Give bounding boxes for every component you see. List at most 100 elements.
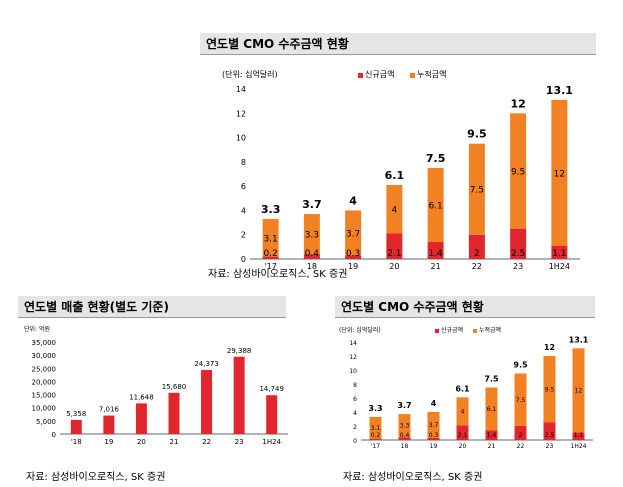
bar-cumulative-amount xyxy=(551,99,568,246)
bar-cumulative-amount xyxy=(427,412,440,438)
legend-swatch xyxy=(435,329,439,333)
bar-new-amount xyxy=(398,437,411,440)
bar-new-label: 0.3 xyxy=(346,249,360,259)
y-tick-label: 0 xyxy=(241,255,246,264)
x-tick-label: 18 xyxy=(401,443,409,450)
right-chart-source: 자료: 삼성바이오로직스, SK 증권 xyxy=(343,472,483,483)
bar-new-label: 2 xyxy=(474,249,480,259)
bar-total-label: 9.5 xyxy=(467,128,487,141)
bar-cumulative-label: 6.1 xyxy=(487,406,497,413)
x-tick-label: '17 xyxy=(371,443,380,450)
bar-new-amount xyxy=(303,254,320,259)
bar-cumulative-amount xyxy=(456,397,469,426)
bar-cumulative-amount xyxy=(427,167,444,242)
y-tick-label: 6 xyxy=(241,182,246,191)
bar-revenue xyxy=(103,415,115,434)
x-tick-label: 23 xyxy=(513,262,523,271)
bar-value-label: 24,373 xyxy=(194,360,219,368)
x-tick-label: 20 xyxy=(137,438,146,446)
y-tick-label: 8 xyxy=(353,382,357,389)
bar-total-label: 6.1 xyxy=(455,384,470,393)
legend-swatch xyxy=(358,73,363,78)
right-chart-title: 연도별 CMO 수주금액 현황 xyxy=(335,296,595,318)
x-tick-label: 19 xyxy=(104,438,113,446)
bar-cumulative-amount xyxy=(303,214,320,255)
bar-new-amount xyxy=(468,234,485,259)
y-tick-label: 20,000 xyxy=(32,378,57,386)
bar-cumulative-label: 4 xyxy=(392,206,398,216)
bar-new-label: 0.3 xyxy=(429,432,439,439)
legend-label: 신규금액 xyxy=(441,326,463,334)
bar-total-label: 3.7 xyxy=(302,198,322,211)
x-tick-label: '17 xyxy=(264,262,276,271)
bar-cumulative-amount xyxy=(572,348,585,433)
bar-new-label: 0.4 xyxy=(400,432,410,439)
bar-cumulative-label: 3.7 xyxy=(346,229,360,239)
y-tick-label: 35,000 xyxy=(32,339,57,347)
bar-value-label: 14,749 xyxy=(259,385,284,393)
legend-label: 누적금액 xyxy=(479,327,501,334)
right-chart-panel: 연도별 CMO 수주금액 현황 (단위: 십억달러) 신규금액 누적금액 0 2 4 6 8 1… xyxy=(335,296,610,483)
bar-new-label: 2.5 xyxy=(511,249,525,259)
bar-cumulative-label: 6.1 xyxy=(428,201,442,211)
bar-total-label: 3.7 xyxy=(397,401,411,410)
bar-cumulative-label: 3.7 xyxy=(429,422,439,429)
y-tick-label: 0 xyxy=(353,438,357,445)
bar-revenue xyxy=(233,356,245,434)
unit-label: (단위: 십억달러) xyxy=(222,69,278,79)
left-chart-panel: 연도별 매출 현황(별도 기준) 단위: 억원 0 5,000 10,000 15,00… xyxy=(18,296,300,483)
bar-new-label: 0.4 xyxy=(305,249,320,259)
bar-cumulative-amount xyxy=(262,218,279,257)
x-tick-label: '18 xyxy=(71,438,82,446)
unit-label: 단위: 억원 xyxy=(24,325,50,333)
bar-new-label: 1.1 xyxy=(574,432,584,439)
bar-cumulative-label: 9.5 xyxy=(545,386,555,393)
bar-new-amount xyxy=(543,422,556,440)
bar-revenue xyxy=(201,369,213,434)
x-tick-label: 19 xyxy=(348,262,358,271)
legend-swatch xyxy=(473,329,477,333)
bar-new-amount xyxy=(262,256,279,259)
bar-value-label: 7,016 xyxy=(99,406,120,414)
y-tick-label: 25,000 xyxy=(32,365,57,373)
y-tick-label: 30,000 xyxy=(32,352,57,360)
y-tick-label: 0 xyxy=(52,431,56,439)
legend-swatch xyxy=(410,73,415,78)
y-tick-label: 14 xyxy=(349,340,357,347)
bar-new-amount xyxy=(456,425,469,440)
bar-value-label: 11,648 xyxy=(129,393,154,401)
y-tick-label: 4 xyxy=(241,206,246,215)
bar-new-amount xyxy=(369,438,382,440)
x-tick-label: 23 xyxy=(235,438,244,446)
top-chart-svg: (단위: 십억달러) 신규금액 누적금액 0 2 4 6 8 10 12 14 3.1 0.2 3.3 '1… xyxy=(222,69,580,271)
bar-cumulative-amount xyxy=(398,414,411,438)
bar-cumulative-amount xyxy=(543,356,556,423)
legend-label: 누적금액 xyxy=(417,69,446,79)
bar-new-amount xyxy=(572,432,585,440)
bar-cumulative-label: 9.5 xyxy=(511,167,525,177)
bar-cumulative-amount xyxy=(510,113,527,229)
bar-total-label: 9.5 xyxy=(513,361,528,370)
left-chart-svg: 단위: 억원 0 5,000 10,000 15,000 20,000 25,000 30,0… xyxy=(24,325,288,446)
bar-cumulative-amount xyxy=(345,210,362,256)
x-tick-label: 22 xyxy=(517,443,525,450)
y-tick-label: 2 xyxy=(353,424,357,431)
bar-total-label: 7.5 xyxy=(426,152,446,165)
bar-new-label: 1.1 xyxy=(552,249,566,259)
x-tick-label: 20 xyxy=(459,443,467,450)
bar-cumulative-amount xyxy=(514,373,527,426)
bar-new-label: 2.5 xyxy=(545,432,555,439)
x-tick-label: 21 xyxy=(431,262,441,271)
bar-value-label: 29,388 xyxy=(227,347,252,355)
x-tick-label: 1H24 xyxy=(549,262,570,271)
y-tick-label: 10,000 xyxy=(32,405,57,413)
bar-new-amount xyxy=(551,245,568,259)
bar-new-label: 1.4 xyxy=(487,432,497,439)
y-tick-label: 5,000 xyxy=(36,418,56,426)
bar-total-label: 6.1 xyxy=(385,169,405,182)
bar-new-amount xyxy=(485,430,498,440)
bar-cumulative-label: 4 xyxy=(461,408,465,415)
bar-total-label: 13.1 xyxy=(546,84,573,97)
bar-total-label: 12 xyxy=(510,97,525,110)
y-tick-label: 6 xyxy=(353,396,357,403)
